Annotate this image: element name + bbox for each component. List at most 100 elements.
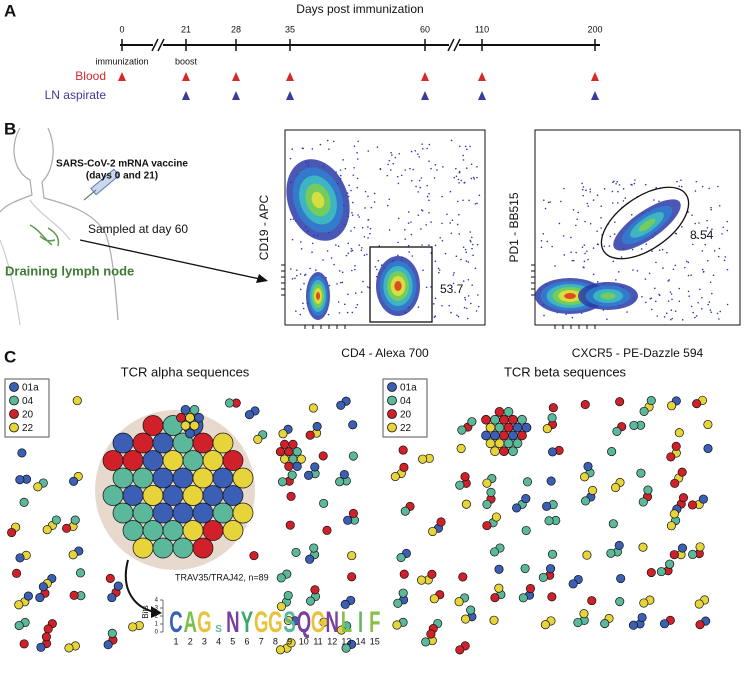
- clone-node: [503, 422, 514, 433]
- event: [711, 228, 713, 230]
- event: [465, 167, 468, 169]
- clone-node: [64, 643, 74, 653]
- event: [583, 266, 585, 269]
- event: [460, 258, 462, 261]
- event: [456, 223, 459, 226]
- event: [476, 243, 479, 246]
- event: [460, 179, 463, 182]
- event: [439, 236, 442, 239]
- clone-node: [429, 594, 439, 604]
- motif-position: 11: [313, 636, 322, 646]
- event: [670, 309, 673, 312]
- event: [444, 252, 447, 255]
- event: [466, 317, 469, 320]
- event: [617, 190, 619, 193]
- event: [667, 300, 670, 302]
- event: [667, 280, 669, 282]
- clone-node: [637, 612, 647, 623]
- clone-node: [455, 645, 465, 655]
- clone-node: [542, 424, 552, 434]
- event: [562, 235, 565, 237]
- event: [540, 246, 543, 249]
- legend-label: 22: [22, 423, 34, 434]
- event: [624, 197, 627, 199]
- event: [542, 233, 545, 235]
- event: [338, 312, 341, 314]
- clone-node: [494, 407, 505, 417]
- clone-node: [521, 494, 531, 504]
- event: [418, 179, 421, 182]
- clone-node: [232, 502, 254, 524]
- event: [356, 303, 359, 306]
- sample-marker: [232, 91, 240, 100]
- clone-node: [122, 450, 144, 471]
- event: [571, 259, 574, 262]
- event: [620, 256, 623, 258]
- event: [311, 242, 314, 245]
- event: [713, 250, 716, 252]
- event: [350, 230, 352, 232]
- event: [360, 249, 363, 252]
- event: [470, 236, 473, 239]
- clone-node: [494, 583, 504, 593]
- gate-value: 53.7: [440, 282, 464, 296]
- event: [544, 207, 547, 210]
- event: [426, 184, 429, 187]
- legend-label: 01a: [400, 383, 417, 394]
- tick-label: 200: [587, 24, 602, 34]
- event: [350, 189, 352, 192]
- clone-node: [107, 628, 117, 638]
- event: [433, 316, 436, 318]
- event: [658, 249, 661, 251]
- event: [675, 232, 678, 235]
- event: [584, 252, 586, 255]
- clone-node: [399, 569, 409, 579]
- clone-node: [162, 450, 184, 471]
- event: [543, 314, 545, 317]
- clone-node: [703, 443, 713, 454]
- event: [361, 226, 364, 229]
- event: [691, 214, 693, 216]
- clone-node: [490, 446, 500, 457]
- clone-node: [105, 573, 115, 583]
- clone-node: [253, 434, 263, 444]
- event: [397, 182, 400, 185]
- event: [688, 295, 690, 297]
- clone-node: [615, 596, 625, 607]
- motif-letter: N: [325, 606, 338, 640]
- event: [410, 233, 413, 236]
- event: [302, 307, 305, 310]
- density: [311, 191, 325, 209]
- event: [428, 199, 430, 202]
- gate: [600, 186, 690, 260]
- event: [644, 278, 647, 280]
- clone-node: [582, 550, 592, 560]
- arrow: [124, 559, 156, 613]
- event: [710, 208, 712, 211]
- sample-marker: [232, 72, 240, 81]
- clone-node: [454, 597, 464, 607]
- clone-node: [35, 593, 45, 603]
- clone-node: [162, 520, 184, 541]
- clone-node: [341, 643, 351, 653]
- event: [373, 192, 376, 195]
- event: [428, 160, 430, 162]
- clone-node: [546, 476, 556, 486]
- event: [674, 310, 677, 312]
- event: [615, 182, 617, 185]
- motif-letter: Y: [241, 606, 254, 640]
- event: [449, 222, 452, 224]
- legend-label: 01a: [22, 383, 39, 394]
- event: [351, 201, 354, 204]
- clone-node: [458, 572, 468, 582]
- clone-node: [677, 467, 687, 477]
- event: [476, 202, 478, 205]
- sample-marker: [591, 72, 599, 81]
- legend-swatch: [387, 409, 397, 419]
- event: [337, 245, 340, 248]
- event: [337, 301, 340, 303]
- event: [710, 311, 713, 314]
- sample-marker: [286, 91, 294, 100]
- clone-node: [688, 549, 698, 560]
- event: [680, 185, 683, 188]
